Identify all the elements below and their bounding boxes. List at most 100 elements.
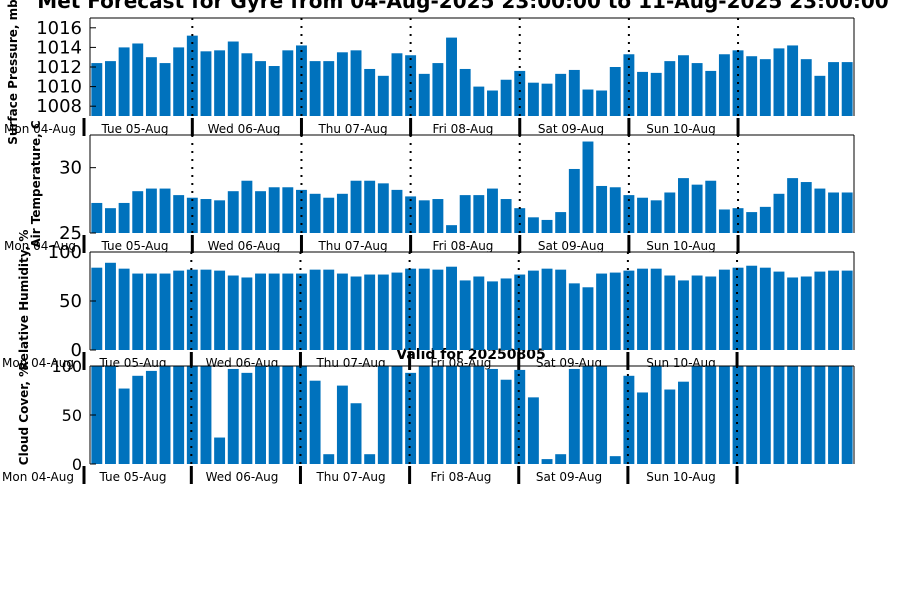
bar	[377, 75, 389, 116]
bar	[309, 380, 321, 464]
bar	[773, 271, 785, 350]
bar	[664, 389, 676, 464]
bar	[678, 280, 689, 350]
bar	[650, 268, 662, 350]
x-day-label: Tue 05-Aug	[98, 470, 166, 484]
bar	[268, 273, 280, 350]
bar	[255, 191, 266, 233]
bar	[800, 59, 812, 116]
bar	[514, 369, 526, 464]
y-tick-label: 1008	[36, 96, 82, 117]
bar	[787, 277, 799, 350]
bar	[678, 55, 689, 116]
bar	[514, 274, 526, 350]
x-day-label: Mon 04-Aug	[4, 122, 76, 136]
bar	[473, 195, 485, 233]
bar	[418, 366, 430, 464]
bar	[473, 366, 485, 464]
bar	[596, 90, 608, 116]
y-tick-label: 50	[59, 291, 82, 312]
bar	[418, 73, 430, 116]
bar	[336, 52, 348, 116]
bar	[268, 366, 280, 464]
bar	[391, 272, 403, 350]
bar	[432, 63, 444, 116]
bar	[609, 272, 621, 350]
bar	[377, 183, 389, 233]
bar	[637, 197, 648, 233]
bar	[118, 268, 130, 350]
bar	[323, 61, 335, 116]
bar	[527, 217, 539, 233]
bar	[227, 275, 239, 350]
bar	[173, 366, 185, 464]
bar	[296, 273, 307, 350]
bar	[568, 168, 580, 233]
bar	[759, 267, 771, 350]
bar	[527, 270, 539, 350]
bar	[473, 276, 485, 350]
bar	[555, 454, 567, 464]
bar	[350, 50, 362, 117]
bar	[705, 276, 717, 350]
bar	[200, 366, 212, 464]
bar	[759, 206, 771, 233]
bar	[732, 208, 744, 233]
bar	[432, 199, 444, 233]
bar	[282, 50, 294, 117]
bar	[718, 54, 730, 116]
bar	[446, 266, 457, 350]
x-day-label: Mon 04-Aug	[2, 356, 74, 370]
bar	[500, 199, 512, 233]
y-axis-label: Surface Pressure, mb	[6, 0, 20, 145]
x-day-label: Wed 06-Aug	[206, 470, 279, 484]
bar	[432, 366, 444, 464]
bar	[282, 366, 294, 464]
bar	[255, 366, 266, 464]
chart-title: Met Forecast for Gyre from 04-Aug-2025 2…	[37, 0, 888, 13]
bar	[787, 366, 799, 464]
bar	[487, 281, 498, 350]
bar	[118, 47, 130, 116]
bar	[800, 182, 812, 233]
bar	[609, 67, 621, 116]
bar	[214, 437, 226, 464]
bar	[459, 366, 471, 464]
bar	[841, 366, 853, 464]
bar	[514, 208, 526, 233]
bar	[582, 287, 594, 350]
bar	[227, 368, 239, 464]
bar	[364, 274, 376, 350]
x-day-label: Sun 10-Aug	[646, 122, 715, 136]
bar	[691, 366, 703, 464]
bar	[173, 47, 185, 116]
bar	[664, 275, 676, 350]
bar	[718, 366, 730, 464]
bar	[650, 200, 662, 233]
bar	[555, 73, 567, 116]
bar	[159, 63, 171, 116]
bar	[296, 45, 307, 116]
bar	[118, 202, 130, 233]
x-day-label: Mon 04-Aug	[2, 470, 74, 484]
bar	[814, 366, 826, 464]
bar	[391, 189, 403, 233]
y-tick-label: 50	[62, 406, 82, 425]
bar	[541, 459, 553, 464]
bar	[200, 51, 212, 116]
bar	[582, 366, 594, 464]
bar	[691, 63, 703, 116]
bar	[787, 45, 799, 116]
bar	[91, 267, 103, 350]
bar	[145, 188, 157, 233]
bar	[459, 68, 471, 116]
bar	[350, 276, 362, 350]
bar	[664, 61, 676, 116]
bar	[296, 189, 307, 233]
bar	[759, 59, 771, 116]
bar	[814, 188, 826, 233]
bar	[159, 188, 171, 233]
bar	[555, 212, 567, 233]
